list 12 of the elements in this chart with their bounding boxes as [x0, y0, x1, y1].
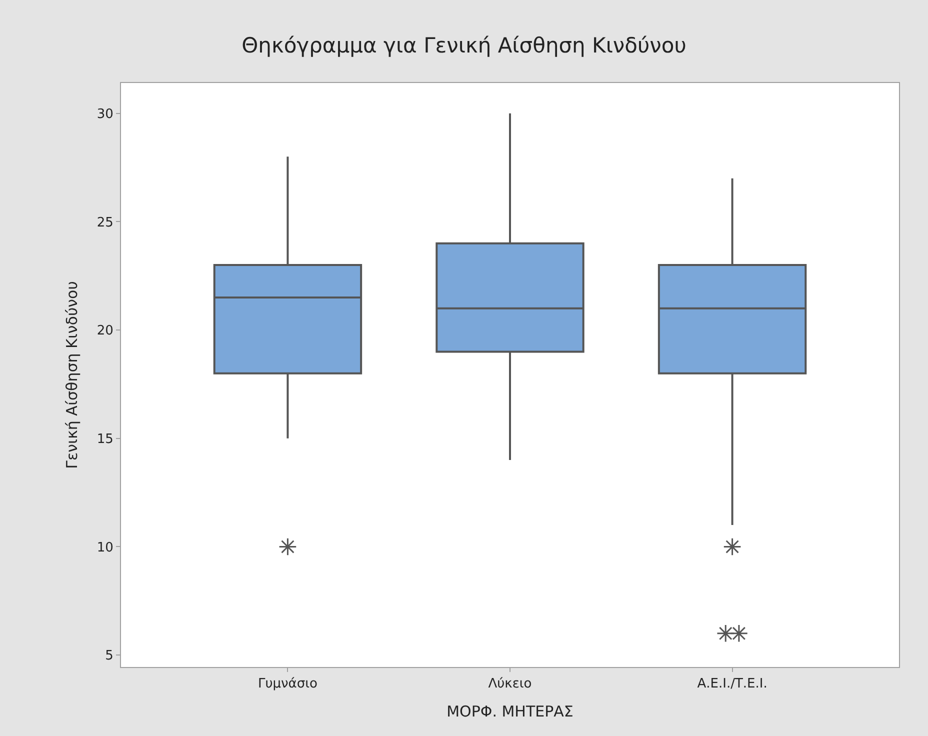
y-tick-label: 15	[96, 432, 114, 447]
y-tick-label: 25	[96, 215, 114, 230]
x-tick-label: Λύκειο	[488, 676, 532, 692]
x-tick-label: Γυμνάσιο	[258, 676, 318, 692]
y-tick-label: 20	[96, 324, 114, 339]
chart-title: Θηκόγραμμα για Γενική Αίσθηση Κινδύνου	[242, 33, 686, 58]
x-axis-title: ΜΟΡΦ. ΜΗΤΕΡΑΣ	[446, 702, 574, 721]
y-tick-label: 5	[105, 648, 114, 664]
y-tick-label: 30	[96, 106, 114, 122]
y-tick-label: 10	[96, 540, 114, 556]
y-axis-title: Γενική Αίσθηση Κινδύνου	[63, 281, 82, 469]
x-tick-label: Α.Ε.Ι./Τ.Ε.Ι.	[697, 676, 768, 692]
